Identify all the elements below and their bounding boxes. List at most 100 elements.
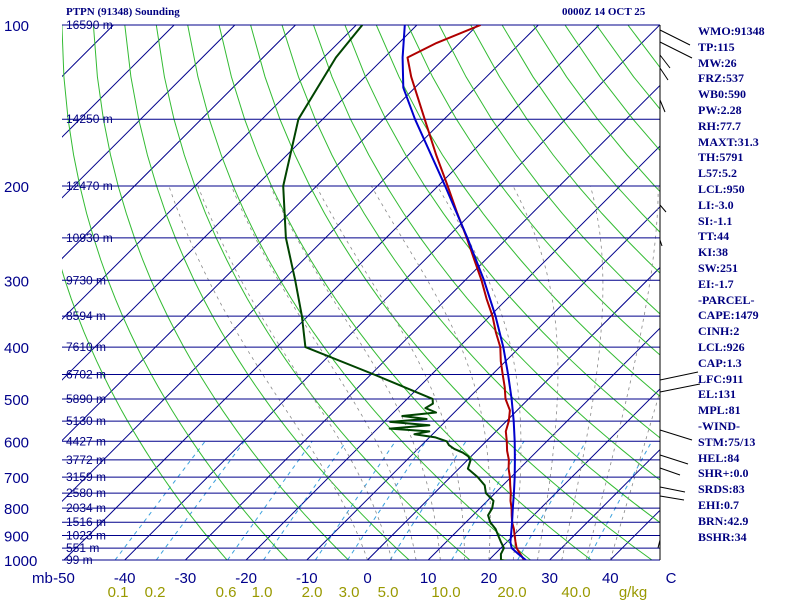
dry-adiabat-line [92,25,350,560]
mixing-ratio-label: 1.0 [252,584,273,600]
station-title: PTPN (91348) Sounding [66,6,180,18]
height-label: 1516 m [66,515,106,529]
index-item: MPL:81 [698,403,741,418]
isotherm-line [245,145,660,560]
temperature-label: 30 [541,570,558,587]
height-label: 10930 m [66,231,113,245]
mixing-ratio-line [347,441,427,560]
index-item: WB0:590 [698,87,746,102]
index-item: FRZ:537 [698,71,744,86]
index-item: -WIND- [698,418,740,433]
height-label: 5890 m [66,392,106,406]
index-item: CAPE:1479 [698,308,759,323]
index-item: TP:115 [698,39,735,54]
isotherm-line [62,25,175,138]
mixing-ratio-line [227,441,313,560]
dry-adiabat-line [124,25,410,560]
pressure-label: 700 [4,470,29,487]
wind-barbs [657,25,701,560]
dewpoint-trace [282,25,509,560]
dry-adiabat-line [155,25,471,560]
index-item: LCL:950 [698,181,745,196]
dry-adiabat-line [407,25,660,356]
index-item: PW:2.28 [698,102,742,117]
temperature-label: -40 [114,570,136,587]
isotherm-line [62,25,236,199]
index-item: SI:-1.1 [698,213,733,228]
temperature-label: C [666,570,677,587]
index-item: TT:44 [698,229,730,244]
index-item: L57:5.2 [698,166,737,181]
pressure-label: 900 [4,529,29,546]
height-label: 2034 m [66,501,106,515]
height-label: 9730 m [66,273,106,287]
wind-barb [659,429,693,441]
pressure-label: 100 [4,18,29,35]
index-item: HEL:84 [698,450,740,465]
mixing-ratio-line [389,441,467,560]
wind-barb [659,67,669,81]
index-item: TH:5791 [698,150,744,165]
isotherm-line [124,25,660,560]
wind-barb [659,239,663,247]
stability-indices-panel: WMO:91348 TP:115 MW:26 FRZ:537 WB0:590 PW:2.2… [698,24,800,545]
isotherm-line [62,25,478,442]
height-label: 2580 m [66,486,106,500]
index-item: RH:77.7 [698,118,741,133]
dry-adiabat-line [438,25,660,315]
height-label: 7610 m [66,340,106,354]
pressure-tick-labels: 100 200 300 400 500 600 700 800 900 1000 [4,18,37,570]
dry-adiabat-line [62,268,228,560]
index-item: SW:251 [698,260,739,275]
isotherm-line [488,388,660,560]
dry-adiabat-line [470,25,660,274]
wind-barb [657,539,661,549]
temperature-label: 20 [481,570,498,587]
isotherm-line [427,327,660,560]
index-item: SRDS:83 [698,482,745,497]
height-label: 16590 m [66,18,113,32]
isotherm-line [549,448,660,560]
mixing-ratio-label: 20.0 [497,584,526,600]
wind-barb [659,486,686,493]
isobars [62,24,660,561]
dry-adiabat-line [344,25,660,439]
index-item: BRN:42.9 [698,513,749,528]
isotherm-line [306,206,660,560]
valid-time: 0000Z 14 OCT 25 [562,6,646,18]
mixing-ratio-label: 5.0 [378,584,399,600]
index-item: STM:75/13 [698,434,756,449]
index-item: CAP:1.3 [698,355,742,370]
index-item: MW:26 [698,55,737,70]
wind-barb [659,204,667,213]
index-item: -PARCEL- [698,292,755,307]
temperature-label: -20 [235,570,257,587]
pressure-label: 300 [4,273,29,290]
pressure-label: 600 [4,434,29,451]
index-item: KI:38 [698,245,728,260]
index-item: LI:-3.0 [698,197,734,212]
temperature-label: 10 [420,570,437,587]
mixing-ratio-line [451,441,525,560]
mixing-ratio-label: 0.1 [108,584,129,600]
height-label: 4427 m [66,434,106,448]
pressure-label: 1000 [4,553,37,570]
temperature-label: -10 [296,570,318,587]
index-item: CINH:2 [698,324,740,339]
dry-adiabat-line [375,25,660,397]
index-item: WMO:91348 [698,24,765,38]
index-item: MAXT:31.3 [698,134,759,149]
wind-barb [659,29,691,46]
isotherm-line [62,25,539,503]
mixing-ratio-label: 40.0 [561,584,590,600]
isotherm-line [62,25,357,320]
wind-barb [659,467,681,476]
mixing-ratio-labels: 0.1 0.2 0.6 1.0 2.0 3.0 5.0 10.0 20.0 40.0 g/kg [108,584,648,600]
wind-barb [659,41,693,59]
height-label: 14250 m [66,112,113,126]
height-label: 551 m [66,541,99,555]
pressure-label: 500 [4,392,29,409]
plot-background [62,25,660,560]
mixing-ratio-line [263,441,347,560]
